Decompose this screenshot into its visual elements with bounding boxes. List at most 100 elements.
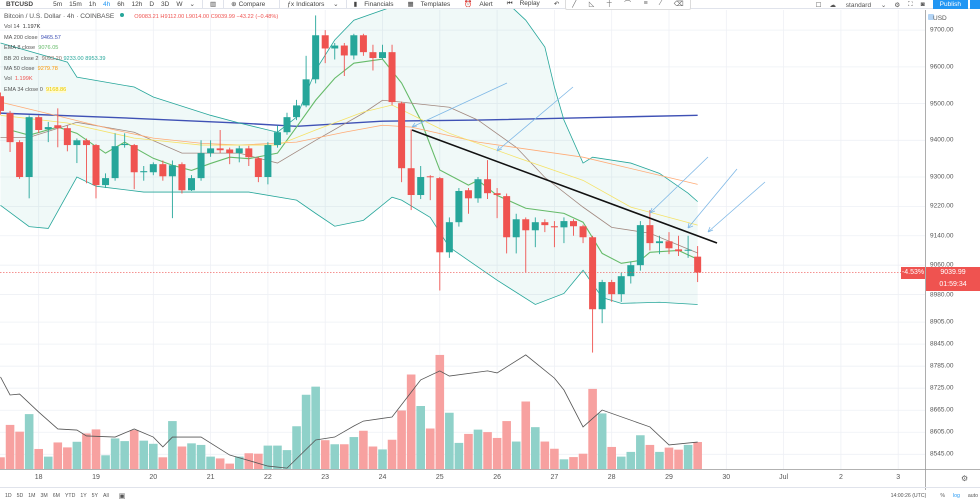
legend-bb[interactable]: BB 20 close 2 9093.20 9233.00 8953.39	[4, 54, 278, 64]
interval-1h[interactable]: 1h	[88, 0, 97, 8]
study-value: 8953.39	[85, 55, 106, 62]
study-value: 9093.20	[41, 55, 62, 62]
interval-w[interactable]: W	[176, 0, 183, 8]
candle-body	[541, 222, 549, 226]
volume-bar	[569, 457, 578, 469]
legend-ma50[interactable]: MA 50 close 9279.78	[4, 64, 278, 74]
date-tick-label: 28	[607, 474, 616, 481]
triangle-tool-icon[interactable]: ◺	[588, 0, 595, 8]
interval-4h[interactable]: 4h	[103, 0, 111, 8]
clock[interactable]: 14:00:26 (UTC)	[890, 493, 927, 499]
compare-button[interactable]: ⊕ Compare	[231, 0, 272, 8]
date-tick-label: 22	[263, 474, 272, 481]
arrow-drawing[interactable]	[687, 168, 738, 229]
range-1d[interactable]: 1D	[5, 492, 12, 499]
candle-body	[617, 276, 625, 295]
indicators-button[interactable]: ƒx Indicators ⌄	[287, 1, 339, 8]
interval-3d[interactable]: 3D	[161, 0, 170, 8]
undo-icon[interactable]: ↶	[553, 1, 560, 8]
calendar-icon[interactable]: ▣	[118, 492, 126, 500]
bottom-right-controls: 14:00:26 (UTC) % log auto	[883, 488, 978, 504]
alert-label: Alert	[479, 1, 493, 8]
candle	[512, 213, 520, 254]
gear-icon[interactable]: ⚙	[894, 1, 901, 9]
candle-body	[25, 117, 33, 178]
replay-button[interactable]: ⏮ Replay	[507, 0, 547, 8]
candle-body	[0, 96, 4, 111]
candle-body	[531, 222, 539, 231]
log-toggle[interactable]: log	[952, 493, 960, 499]
range-ytd[interactable]: YTD	[64, 492, 76, 499]
volume-bar	[464, 433, 473, 469]
candle-body	[264, 145, 272, 178]
legend-vol14[interactable]: Vol 14 1.197K	[4, 22, 278, 32]
range-1y[interactable]: 1Y	[80, 492, 87, 499]
candle	[63, 125, 71, 152]
symbol-search[interactable]: BTCUSD	[6, 0, 34, 8]
legend-ma200[interactable]: MA 200 close 9465.57	[4, 33, 278, 43]
candle-body	[579, 226, 587, 238]
financials-button[interactable]: ▮ Financials	[354, 0, 401, 8]
interval-d[interactable]: D	[149, 0, 155, 8]
menu-icon[interactable]	[970, 0, 980, 9]
study-value: 9168.86	[45, 86, 67, 93]
candle	[436, 177, 444, 291]
publish-button[interactable]: Publish	[932, 0, 968, 9]
volume-bar	[636, 435, 645, 469]
camera-icon[interactable]: ◙	[920, 1, 925, 8]
range-all[interactable]: All	[103, 492, 109, 499]
date-tick-label: 27	[550, 474, 559, 481]
volume-bar	[196, 444, 206, 469]
fullscreen-icon[interactable]: ⛶	[908, 0, 913, 8]
ema34-line	[0, 104, 698, 226]
arrow-drawing[interactable]	[411, 82, 508, 128]
square-icon[interactable]: ☐	[815, 1, 822, 9]
alert-button[interactable]: ⏰ Alert	[464, 0, 499, 8]
candle	[541, 219, 549, 233]
range-6m[interactable]: 6M	[52, 492, 60, 499]
volume-bar	[158, 457, 168, 469]
legend-ema34[interactable]: EMA 34 close 0 9168.86	[4, 85, 278, 95]
eraser-icon[interactable]: ⌫	[673, 0, 684, 8]
candle	[665, 232, 673, 255]
axis-settings-gear-icon[interactable]: ⚙	[961, 474, 969, 483]
curve-tool-icon[interactable]: ⌒	[624, 0, 632, 8]
ma200-line	[0, 112, 698, 128]
legend-vol[interactable]: Vol 1.199K	[4, 74, 278, 84]
drawings[interactable]	[411, 82, 766, 244]
auto-toggle[interactable]: auto	[967, 493, 978, 499]
range-1m[interactable]: 1M	[28, 492, 36, 499]
range-5d[interactable]: 5D	[16, 492, 24, 499]
templates-button[interactable]: ▦ Templates	[407, 0, 457, 8]
line-tool-icon[interactable]: ╱	[572, 0, 577, 8]
volume-bar	[149, 443, 158, 469]
interval-15m[interactable]: 15m	[69, 0, 82, 8]
range-3m[interactable]: 3M	[40, 492, 48, 499]
crosshair-tool-icon[interactable]: ┼	[606, 0, 612, 7]
candles-style-icon[interactable]: ▥	[209, 1, 217, 8]
candle	[617, 272, 625, 302]
layout-select[interactable]: ☁ standard ⌄	[829, 1, 887, 9]
interval-5m[interactable]: 5m	[53, 0, 63, 8]
arrow-drawing[interactable]	[649, 156, 709, 214]
candles	[0, 15, 702, 353]
scale-toggle-icon[interactable]	[928, 14, 934, 20]
candle-body	[140, 171, 148, 173]
chevron-down-icon[interactable]: ⌄	[189, 1, 195, 8]
parallel-channel-icon[interactable]: ≡	[643, 0, 648, 7]
arrow-drawing[interactable]	[496, 86, 574, 152]
legend-ema8[interactable]: EMA 8 close 9076.05	[4, 43, 278, 53]
volume-bar	[139, 440, 149, 469]
interval-12h[interactable]: 12h	[131, 0, 143, 8]
interval-6h[interactable]: 6h	[117, 0, 125, 8]
trendline[interactable]	[411, 129, 718, 244]
compare-label: Compare	[238, 1, 266, 8]
candle	[92, 143, 100, 199]
market-status-icon	[120, 13, 125, 17]
brush-tool-icon[interactable]: ⁄	[660, 0, 662, 7]
volume-bar	[120, 441, 129, 469]
candle-body	[675, 249, 683, 252]
percent-toggle[interactable]: %	[940, 493, 945, 499]
arrow-drawing[interactable]	[707, 181, 766, 233]
range-5y[interactable]: 5Y	[91, 492, 99, 499]
